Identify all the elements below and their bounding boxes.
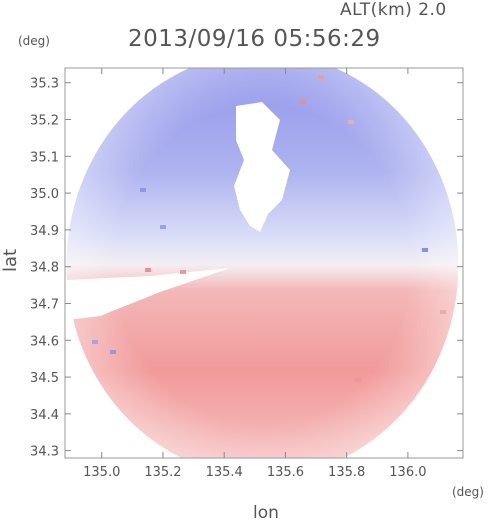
y-tick-label: 35.2 (30, 114, 59, 129)
y-tick-label: 34.5 (30, 371, 59, 386)
echo-speckle (160, 225, 166, 229)
echo-speckle (355, 378, 361, 382)
echo-speckle (145, 268, 151, 272)
echo-speckle (348, 120, 354, 124)
x-tick-label: 135.0 (83, 465, 120, 480)
x-tick-label: 135.8 (328, 465, 365, 480)
echo-speckle (422, 248, 428, 252)
no-echo-region-north (234, 102, 290, 232)
echo-speckle (300, 100, 306, 104)
x-axis-label: lon (253, 503, 279, 523)
x-tick-label: 136.0 (389, 465, 426, 480)
echo-speckle (180, 270, 186, 274)
echo-speckle (140, 188, 146, 192)
x-tick-label: 135.2 (144, 465, 181, 480)
y-tick-label: 34.6 (30, 334, 59, 349)
y-tick-label: 35.3 (30, 77, 59, 92)
y-tick-label: 35.0 (30, 187, 59, 202)
x-tick-label: 135.6 (267, 465, 304, 480)
y-tick-label: 34.9 (30, 224, 59, 239)
y-tick-label: 34.3 (30, 445, 59, 460)
no-echo-region-west (66, 268, 230, 320)
echo-speckle (92, 340, 98, 344)
echo-speckle (440, 310, 446, 314)
echo-speckle (110, 350, 116, 354)
chart-title: 2013/09/16 05:56:29 (128, 26, 381, 52)
x-tick-label: 135.4 (206, 465, 243, 480)
echo-speckle (318, 75, 324, 79)
y-tick-label: 34.7 (30, 297, 59, 312)
radar-edge-fade (66, 68, 459, 458)
y-axis-unit: (deg) (18, 34, 50, 48)
y-tick-label: 34.4 (30, 408, 59, 423)
plot-frame (64, 67, 464, 459)
x-axis-unit: (deg) (452, 485, 484, 499)
altitude-label: ALT(km) 2.0 (340, 0, 447, 20)
y-tick-label: 34.8 (30, 261, 59, 276)
y-tick-label: 35.1 (30, 150, 59, 165)
